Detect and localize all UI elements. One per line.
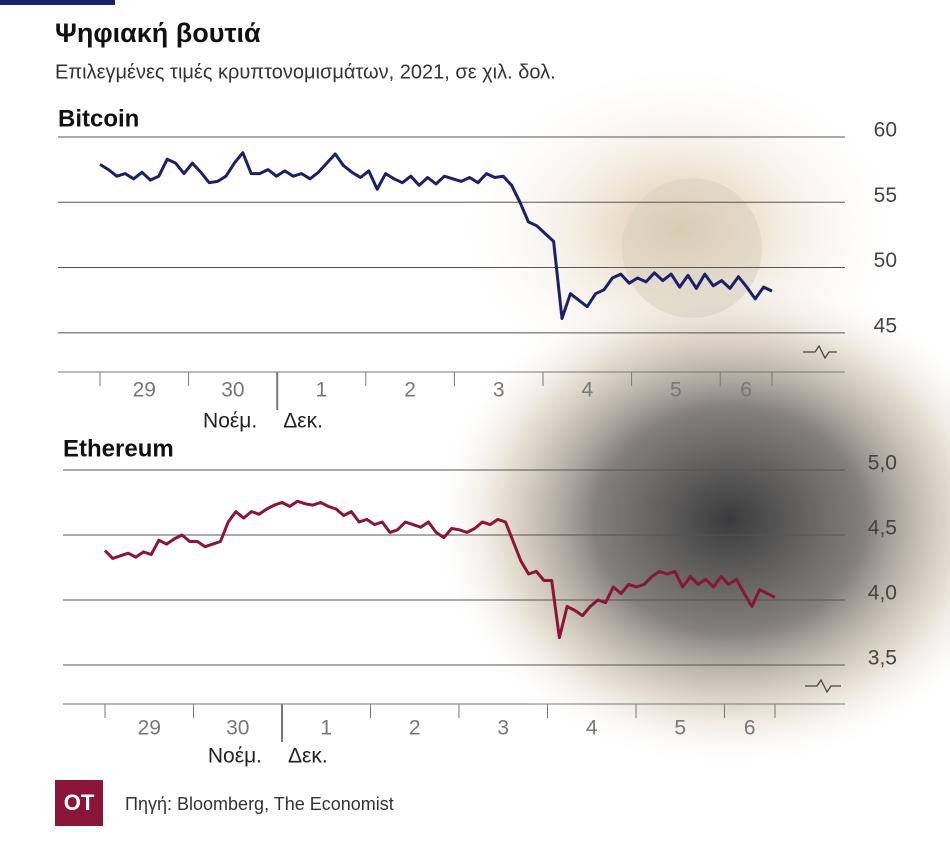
x-tick-label: 5 (670, 379, 682, 402)
background-photo (430, 270, 950, 770)
x-tick-label: 6 (740, 379, 752, 402)
x-tick-label: 4 (586, 717, 598, 740)
axis-break (805, 678, 841, 694)
x-tick-label: 3 (497, 717, 509, 740)
x-tick-label: 4 (581, 379, 593, 402)
x-tick-label: 6 (744, 717, 756, 740)
title: Ψηφιακή βουτιά (55, 18, 261, 48)
x-tick-label: 2 (409, 717, 421, 740)
x-tick-label: 29 (133, 379, 156, 402)
y-tick-label: 50 (874, 249, 897, 272)
x-tick-label: 3 (493, 379, 505, 402)
x-tick-label: 5 (674, 717, 686, 740)
month-label: Νοέμ. (203, 410, 257, 433)
x-tick-label: 2 (404, 379, 416, 402)
y-tick-label: 55 (874, 184, 897, 207)
data-line (99, 151, 773, 320)
chart-title: Bitcoin (58, 105, 139, 132)
top-bar (0, 0, 115, 5)
y-tick-label: 3,5 (868, 647, 897, 670)
y-tick-label: 4,5 (868, 517, 897, 540)
coin (622, 178, 762, 318)
subtitle: Επιλεγμένες τιμές κρυπτονομισμάτων, 2021… (55, 61, 556, 83)
x-tick-label: 1 (320, 717, 332, 740)
source: Πηγή: Bloomberg, The Economist (125, 794, 394, 814)
month-label: Νοέμ. (208, 745, 262, 768)
y-tick-label: 60 (874, 119, 897, 142)
x-tick-label: 1 (316, 379, 328, 402)
logo: ΟΤ (64, 790, 95, 815)
y-tick-label: 45 (874, 314, 897, 337)
chart-title: Ethereum (63, 435, 174, 462)
y-tick-label: 4,0 (868, 582, 897, 605)
y-tick-label: 5,0 (868, 452, 897, 475)
month-label: Δεκ. (283, 410, 323, 433)
logo-box (55, 780, 103, 826)
x-tick-label: 29 (138, 717, 161, 740)
data-line (103, 499, 776, 640)
x-tick-label: 30 (226, 717, 249, 740)
month-label: Δεκ. (288, 745, 328, 768)
axis-break (803, 344, 837, 360)
x-tick-label: 30 (221, 379, 244, 402)
